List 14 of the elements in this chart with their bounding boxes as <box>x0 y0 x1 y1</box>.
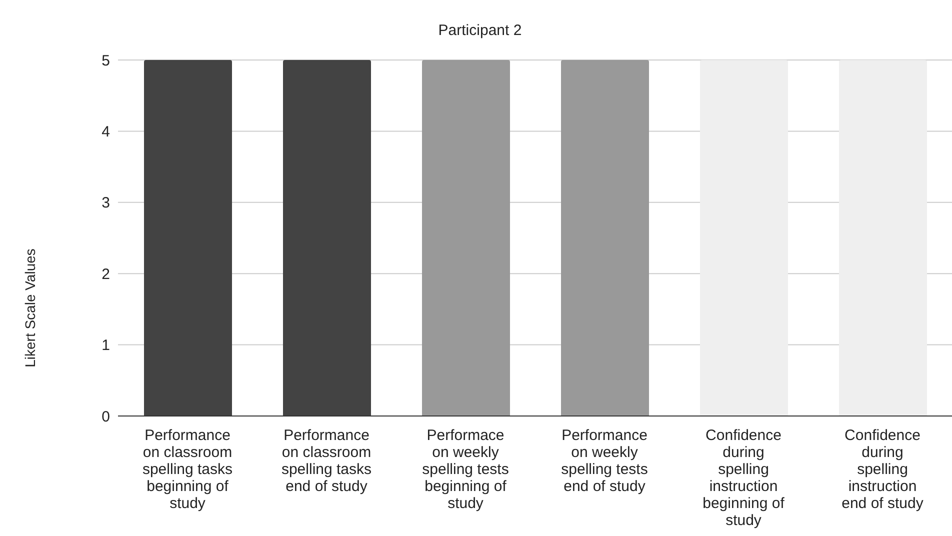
y-tick-label: 0 <box>102 408 110 426</box>
y-tick-label: 5 <box>102 52 110 70</box>
y-tick-label: 4 <box>102 124 110 141</box>
x-tick-label: Performance on classroom spelling tasks end of study <box>281 427 372 495</box>
x-tick-label: Confidence during spelling instruction beginning of study <box>702 427 786 529</box>
x-tick-label: Confidence during spelling instruction end of study <box>842 427 924 512</box>
y-tick-label: 2 <box>102 266 110 283</box>
y-axis-title: Likert Scale Values <box>22 248 38 368</box>
x-tick-label: Performance on classroom spelling tasks beginning of study <box>142 427 233 512</box>
chart-title: Participant 2 <box>437 22 523 39</box>
x-tick-label: Performance on weekly spelling tests end of study <box>561 427 648 495</box>
y-tick-label: 3 <box>102 194 110 212</box>
y-tick-label: 1 <box>102 337 110 354</box>
x-tick-label: Performace on weekly spelling tests beginning of study <box>422 427 509 512</box>
